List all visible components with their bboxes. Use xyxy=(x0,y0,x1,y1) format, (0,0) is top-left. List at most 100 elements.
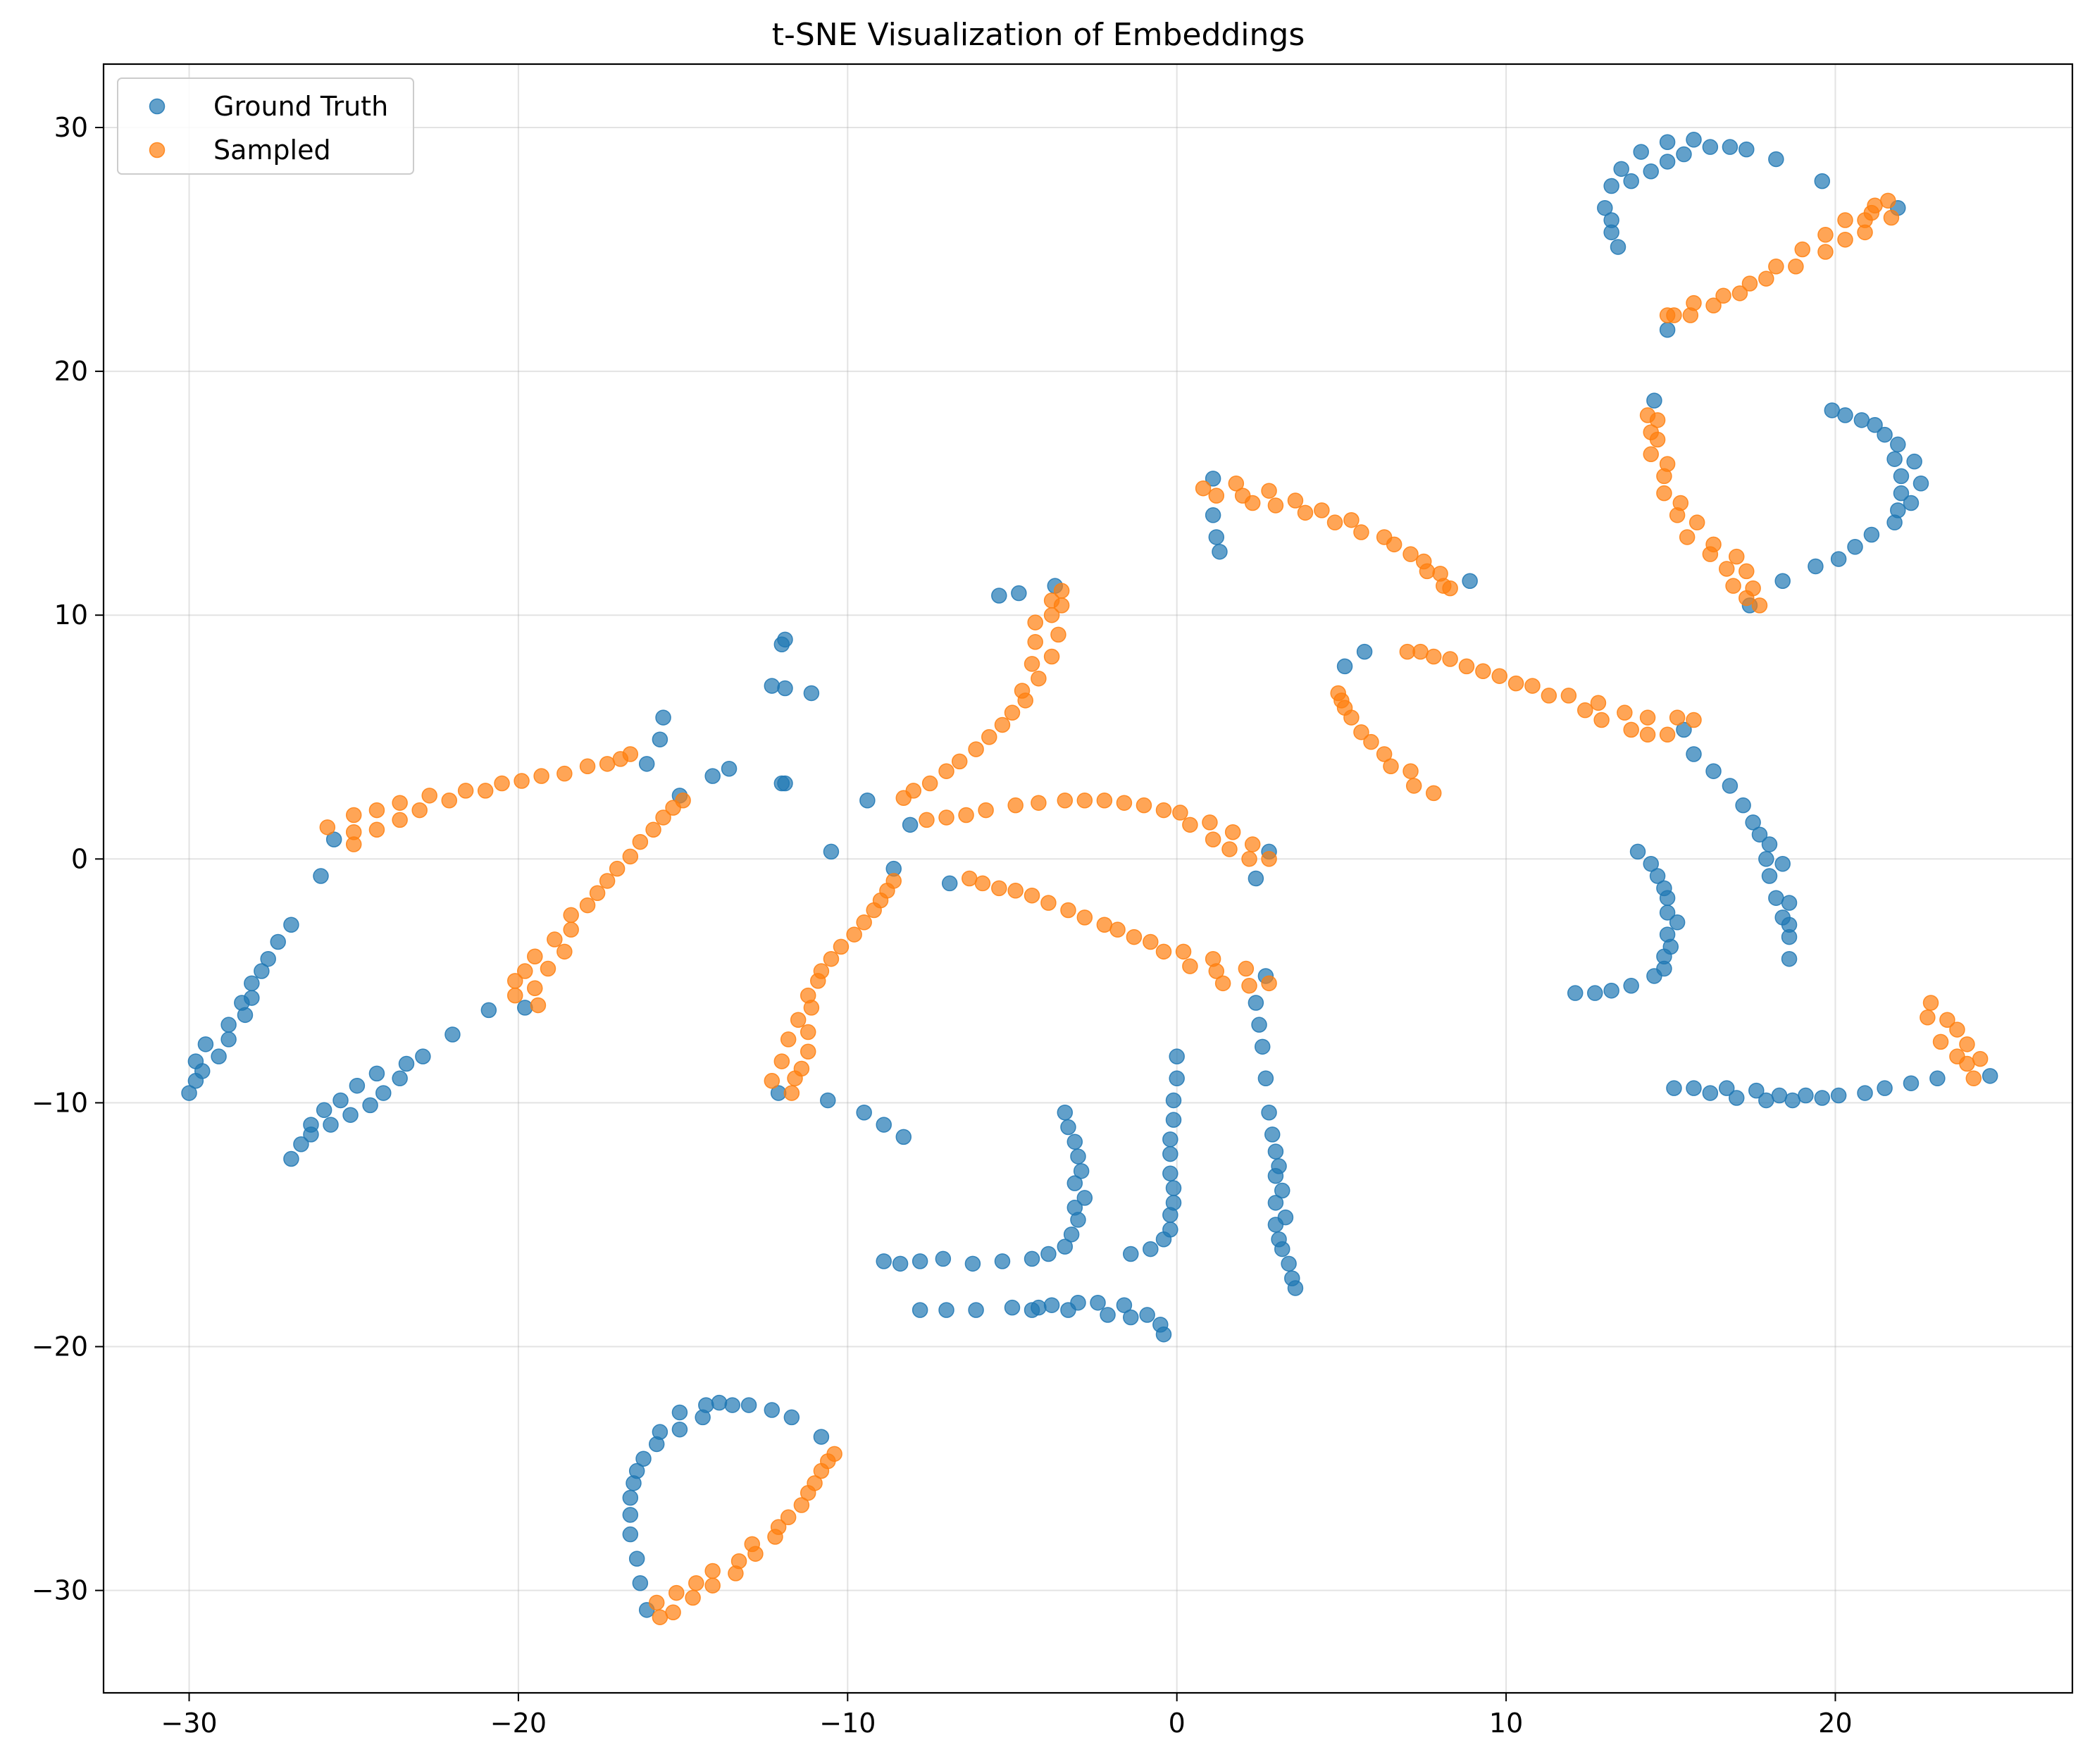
data-point xyxy=(1070,1148,1086,1164)
data-point xyxy=(1877,426,1893,443)
data-point xyxy=(609,860,626,877)
data-point xyxy=(935,1250,952,1267)
data-point xyxy=(1027,634,1043,650)
data-point xyxy=(1254,1038,1271,1055)
data-point xyxy=(1972,1050,1989,1067)
data-point xyxy=(938,809,954,826)
data-point xyxy=(181,1085,197,1101)
legend-label: Ground Truth xyxy=(213,91,388,122)
data-point xyxy=(921,775,938,792)
data-point xyxy=(1830,1087,1847,1104)
data-point xyxy=(1649,868,1666,884)
data-point xyxy=(1965,1070,1982,1087)
legend-marker xyxy=(149,98,166,115)
data-point xyxy=(1017,692,1033,709)
data-point xyxy=(1857,1085,1873,1101)
data-point xyxy=(1814,1090,1831,1106)
data-point xyxy=(902,816,919,833)
data-point xyxy=(1735,797,1751,814)
data-point xyxy=(1241,851,1257,867)
data-point xyxy=(823,950,840,967)
data-point xyxy=(1758,1092,1774,1109)
data-point xyxy=(1076,792,1093,809)
data-point xyxy=(1004,1299,1021,1316)
data-point xyxy=(941,875,958,892)
x-tick-label: 10 xyxy=(1489,1708,1523,1739)
data-point xyxy=(1808,558,1824,575)
data-point xyxy=(1646,392,1662,409)
data-point xyxy=(1458,658,1475,675)
data-point xyxy=(293,1136,309,1153)
data-point xyxy=(1076,1190,1093,1206)
data-point xyxy=(362,1097,378,1114)
data-point xyxy=(1929,1070,1946,1087)
data-point xyxy=(1208,529,1225,545)
data-point xyxy=(342,1107,359,1123)
data-point xyxy=(1214,975,1231,992)
data-point xyxy=(1261,483,1277,499)
data-point xyxy=(1066,1133,1083,1150)
data-point xyxy=(1751,597,1768,614)
data-point xyxy=(1659,726,1676,743)
data-point xyxy=(1224,824,1241,840)
data-point xyxy=(527,948,543,965)
data-point xyxy=(645,821,661,838)
data-point xyxy=(1195,480,1212,497)
data-point xyxy=(1073,1163,1090,1179)
data-point xyxy=(698,1397,714,1413)
data-point xyxy=(1903,1075,1920,1091)
data-point xyxy=(1336,658,1353,675)
data-point xyxy=(1386,536,1402,553)
data-point xyxy=(1643,163,1659,180)
data-point xyxy=(187,1073,204,1089)
data-point xyxy=(1297,504,1314,521)
data-point xyxy=(1705,763,1722,779)
data-point xyxy=(1063,1226,1080,1243)
data-point xyxy=(1143,1241,1159,1257)
data-point xyxy=(1043,607,1060,623)
data-point xyxy=(1155,1231,1172,1248)
data-point xyxy=(833,938,850,955)
data-point xyxy=(1788,259,1804,275)
data-point xyxy=(704,1563,721,1579)
data-point xyxy=(1837,212,1853,228)
data-point xyxy=(856,914,872,931)
data-point xyxy=(1639,726,1656,743)
data-point xyxy=(820,1092,836,1109)
data-point xyxy=(1031,1299,1047,1316)
data-point xyxy=(1267,1143,1284,1160)
chart-title: t-SNE Visualization of Embeddings xyxy=(772,17,1305,53)
data-point xyxy=(622,1507,639,1523)
data-point xyxy=(1123,1309,1139,1326)
data-point xyxy=(1920,1010,1936,1026)
data-point xyxy=(1027,614,1043,631)
data-point xyxy=(1643,855,1659,872)
data-point xyxy=(1781,950,1798,967)
data-point xyxy=(1248,870,1264,887)
data-point xyxy=(632,1575,649,1591)
data-point xyxy=(622,1489,639,1506)
data-point xyxy=(1100,1307,1116,1323)
data-point xyxy=(800,1043,816,1060)
data-point xyxy=(876,1253,892,1269)
data-point xyxy=(1244,836,1261,852)
data-point xyxy=(1922,995,1939,1011)
data-point xyxy=(991,588,1007,604)
data-point xyxy=(675,792,691,809)
data-point xyxy=(655,709,671,726)
data-point xyxy=(506,987,523,1004)
data-point xyxy=(1326,514,1343,530)
data-point xyxy=(1577,702,1593,719)
data-point xyxy=(895,790,912,807)
data-point xyxy=(1238,960,1255,977)
data-point xyxy=(1491,668,1507,684)
series-sampled xyxy=(319,192,1989,1625)
data-point xyxy=(1659,154,1676,170)
data-point xyxy=(1659,134,1676,151)
data-point xyxy=(517,1000,533,1016)
data-point xyxy=(951,753,968,770)
data-point xyxy=(398,1055,415,1072)
data-point xyxy=(622,746,639,762)
data-point xyxy=(1890,436,1906,453)
data-point xyxy=(1165,1092,1182,1109)
